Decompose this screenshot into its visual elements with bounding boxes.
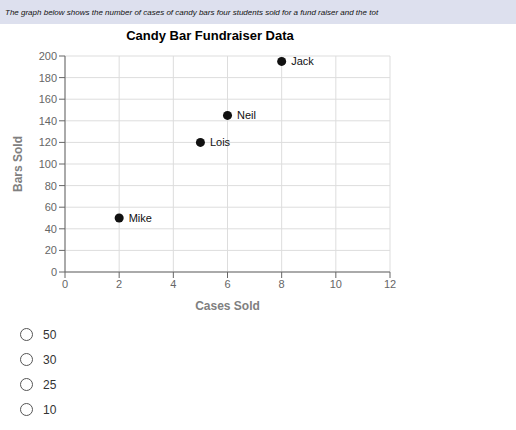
svg-text:180: 180 [39,72,57,84]
svg-text:0: 0 [51,266,57,278]
svg-text:100: 100 [39,158,57,170]
svg-text:Jack: Jack [291,55,314,67]
svg-text:Bars Sold: Bars Sold [11,136,25,192]
svg-text:40: 40 [45,223,57,235]
svg-text:120: 120 [39,136,57,148]
svg-text:2: 2 [116,278,122,290]
svg-text:Mike: Mike [129,212,152,224]
svg-text:12: 12 [384,278,396,290]
html-text:30: 30 [43,352,57,367]
svg-text:Cases Sold: Cases Sold [195,299,260,313]
svg-text:Neil: Neil [237,109,256,121]
svg-text:20: 20 [45,244,57,256]
html-text:The graph below shows the numb: The graph below shows the number of case… [5,7,379,17]
svg-text:200: 200 [39,50,57,62]
html-text:10: 10 [43,402,57,417]
svg-text:140: 140 [39,115,57,127]
svg-text:80: 80 [45,180,57,192]
html-text:25: 25 [43,377,57,392]
svg-text:8: 8 [279,278,285,290]
svg-text:Lois: Lois [210,136,231,148]
svg-text:4: 4 [170,278,176,290]
svg-text:10: 10 [330,278,342,290]
html-text:50: 50 [43,327,57,342]
svg-text:0: 0 [62,278,68,290]
svg-text:6: 6 [224,278,230,290]
svg-text:160: 160 [39,93,57,105]
html-text:Candy Bar Fundraiser Data: Candy Bar Fundraiser Data [126,28,294,43]
svg-text:60: 60 [45,201,57,213]
